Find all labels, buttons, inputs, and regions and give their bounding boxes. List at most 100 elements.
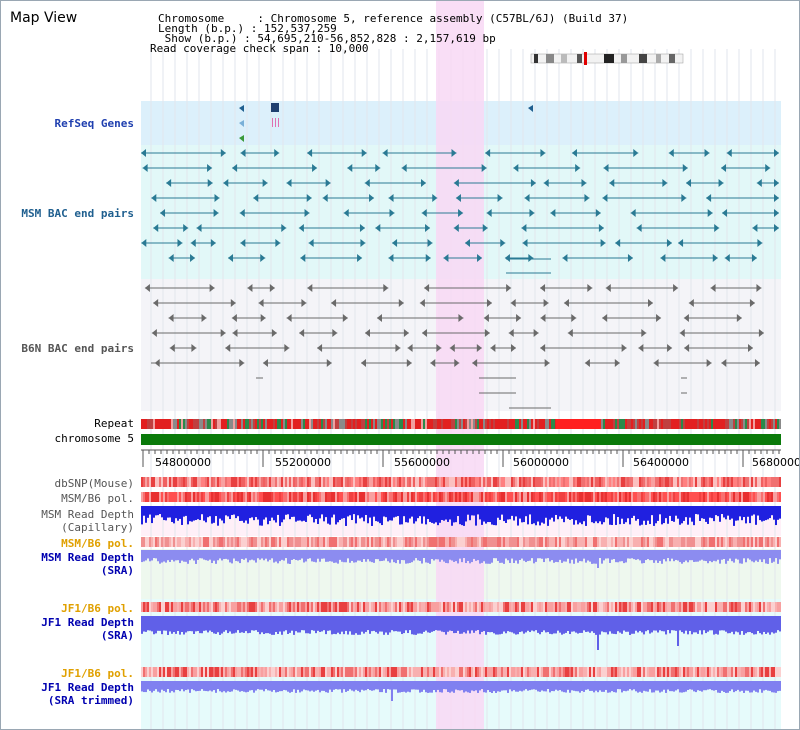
track-label-refseq[interactable]: RefSeq Genes [54, 117, 134, 130]
jf1-sra-depth-bar [343, 616, 345, 635]
repeat-segment [207, 419, 209, 429]
dbsnp-strip [687, 477, 689, 487]
jf1-pol-strip [639, 602, 641, 612]
jf1-pol2-strip [649, 667, 651, 677]
msm-pol-strip [329, 492, 331, 502]
dbsnp-strip [511, 477, 513, 487]
msm-capillary-depth-bar [285, 506, 287, 515]
msm-pol2-strip [315, 537, 317, 547]
msm-bac-end [343, 209, 349, 217]
msm-pol2-strip [543, 537, 545, 547]
msm-pol2-strip [557, 537, 559, 547]
jf1-sra-depth-bar [253, 616, 255, 631]
msm-pol2-strip [769, 537, 771, 547]
track-label-b6n-bac[interactable]: B6N BAC end pairs [21, 342, 134, 355]
jf1-sra-depth-bar [305, 616, 307, 634]
msm-bac-end [451, 149, 457, 157]
msm-capillary-depth-bar [161, 506, 163, 518]
msm-sra-depth-bar [723, 550, 725, 559]
msm-bac-end [304, 209, 310, 217]
b6n-bac-end [602, 314, 608, 322]
jf1-pol-strip [499, 602, 501, 612]
dbsnp-strip [625, 477, 627, 487]
msm-pol2-strip [749, 537, 751, 547]
dbsnp-strip [355, 477, 357, 487]
jf1-pol-strip [527, 602, 529, 612]
jf1-pol-strip [491, 602, 493, 612]
msm-sra-depth-bar [655, 550, 657, 561]
jf1-trimmed-depth-bar [145, 681, 147, 693]
msm-bac-end [210, 239, 216, 247]
repeat-segment [645, 419, 647, 429]
msm-sra-depth-bar [693, 550, 695, 562]
msm-pol2-strip [203, 537, 205, 547]
jf1-trimmed-depth-bar [731, 681, 733, 690]
jf1-pol-strip [659, 602, 661, 612]
jf1-trimmed-depth-bar [775, 681, 777, 693]
msm-pol-strip [731, 492, 733, 502]
msm-bac-end [706, 194, 712, 202]
msm-pol-strip [573, 492, 575, 502]
msm-pol-strip [765, 492, 767, 502]
msm-pol2-strip [559, 537, 561, 547]
jf1-pol-strip [483, 602, 485, 612]
jf1-sra-depth-bar [355, 616, 357, 634]
msm-sra-depth-bar [323, 550, 325, 559]
track-label-jf1-depth-sra[interactable]: JF1 Read Depth (SRA) [41, 616, 134, 642]
jf1-pol2-strip [403, 667, 405, 677]
msm-pol-strip [547, 492, 549, 502]
jf1-pol-strip [449, 602, 451, 612]
repeat-segment [189, 419, 191, 429]
jf1-pol2-strip [753, 667, 755, 677]
msm-sra-depth-bar [207, 550, 209, 561]
repeat-segment [165, 419, 167, 429]
track-label-jf1-b6-pol[interactable]: JF1/B6 pol. [61, 602, 134, 615]
msm-sra-depth-bar [325, 550, 327, 562]
msm-sra-depth-bar [483, 550, 485, 562]
track-label-msm-depth-sra[interactable]: MSM Read Depth (SRA) [41, 551, 134, 577]
msm-sra-depth-bar [363, 550, 365, 560]
msm-sra-depth-bar [227, 550, 229, 560]
jf1-trimmed-depth-bar [511, 681, 513, 692]
repeat-segment [659, 419, 661, 429]
dbsnp-strip [655, 477, 657, 487]
msm-bac-end [575, 164, 581, 172]
repeat-segment [221, 419, 223, 429]
msm-pol-strip [169, 492, 171, 502]
track-label-msm-b6-pol[interactable]: MSM/B6 pol. [61, 492, 134, 505]
jf1-sra-depth-bar [501, 616, 503, 634]
msm-sra-depth-bar [779, 550, 781, 560]
msm-pol2-strip [415, 537, 417, 547]
jf1-pol2-strip [371, 667, 373, 677]
track-label-msm-b6-pol-2[interactable]: MSM/B6 pol. [61, 537, 134, 550]
msm-sra-depth-bar [485, 550, 487, 564]
jf1-pol-strip [615, 602, 617, 612]
msm-capillary-depth-bar [535, 506, 537, 526]
jf1-pol2-strip [599, 667, 601, 677]
track-label-msm-bac[interactable]: MSM BAC end pairs [21, 207, 134, 220]
dbsnp-strip [649, 477, 651, 487]
track-label-jf1-b6-pol-2[interactable]: JF1/B6 pol. [61, 667, 134, 680]
msm-bac-end [142, 164, 148, 172]
jf1-sra-depth-bar [581, 616, 583, 633]
jf1-pol-strip [463, 602, 465, 612]
track-label-dbsnp[interactable]: dbSNP(Mouse) [54, 477, 134, 490]
repeat-segment [765, 419, 767, 429]
msm-pol-strip [611, 492, 613, 502]
jf1-pol-strip [259, 602, 261, 612]
repeat-segment [425, 419, 427, 429]
msm-pol2-strip [619, 537, 621, 547]
dbsnp-strip [505, 477, 507, 487]
jf1-trimmed-depth-bar [629, 681, 631, 690]
jf1-pol2-strip [487, 667, 489, 677]
jf1-trimmed-depth-bar [151, 681, 153, 693]
track-label-msm-depth-capillary[interactable]: MSM Read Depth (Capillary) [41, 508, 134, 534]
msm-capillary-depth-bar [217, 506, 219, 526]
repeat-segment [433, 419, 435, 429]
msm-sra-depth-bar [441, 550, 443, 560]
msm-pol-strip [527, 492, 529, 502]
repeat-segment [779, 419, 781, 429]
msm-pol2-strip [467, 537, 469, 547]
track-label-jf1-depth-trimmed[interactable]: JF1 Read Depth (SRA trimmed) [41, 681, 134, 707]
